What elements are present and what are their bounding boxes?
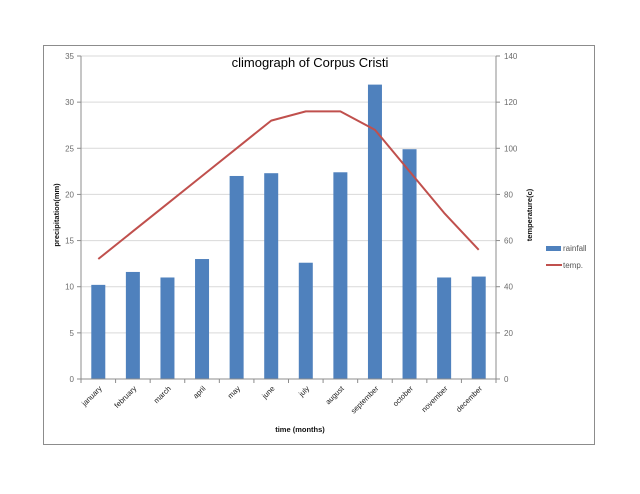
y-tick-label: 30 — [65, 98, 74, 107]
y2-tick-label: 40 — [504, 283, 513, 292]
x-axis-title: time (months) — [275, 425, 325, 434]
rainfall-bar — [91, 284, 106, 379]
rainfall-bar — [160, 277, 175, 379]
rainfall-bar — [437, 277, 452, 379]
legend-rainfall-label: rainfall — [563, 244, 587, 253]
x-category-label: august — [323, 383, 346, 406]
x-category-label: november — [420, 384, 450, 414]
x-category-label: january — [79, 384, 104, 409]
x-category-label: may — [226, 384, 243, 401]
y-axis-title: precipitation(mm) — [52, 183, 61, 247]
y2-tick-label: 140 — [504, 52, 518, 61]
rainfall-bar — [195, 259, 210, 379]
legend: rainfall temp. — [546, 244, 587, 270]
temperature-line — [97, 110, 480, 260]
y2-tick-label: 60 — [504, 237, 513, 246]
rainfall-bar — [471, 276, 486, 379]
y2-tick-label: 80 — [504, 190, 513, 199]
x-category-label: march — [152, 384, 173, 405]
y2-axis-title: temperature(c) — [525, 188, 534, 241]
y-tick-label: 15 — [65, 237, 74, 246]
y-tick-label: 35 — [65, 52, 74, 61]
y2-tick-label: 20 — [504, 329, 513, 338]
y-tick-label: 10 — [65, 283, 74, 292]
rainfall-bar — [264, 173, 279, 379]
y2-tick-label: 0 — [504, 375, 509, 384]
rainfall-bar — [333, 172, 348, 379]
x-category-label: october — [391, 384, 415, 408]
x-category-label: july — [296, 384, 311, 399]
temperature-polyline — [97, 110, 480, 260]
y-tick-label: 0 — [70, 375, 75, 384]
y-tick-label: 5 — [70, 329, 75, 338]
x-category-label: december — [454, 384, 484, 414]
x-category-label: april — [191, 384, 208, 401]
gridlines — [81, 55, 496, 334]
chart-title: climograph of Corpus Cristi — [232, 55, 389, 70]
rainfall-bar — [402, 149, 417, 379]
rainfall-bar — [229, 175, 244, 379]
y-tick-label: 20 — [65, 190, 74, 199]
rainfall-bar — [298, 262, 313, 379]
y2-tick-label: 120 — [504, 98, 518, 107]
rainfall-bar — [125, 271, 140, 379]
x-category-label: september — [349, 384, 381, 416]
y-tick-label: 25 — [65, 144, 74, 153]
legend-rainfall-swatch — [546, 246, 561, 251]
y2-tick-label: 100 — [504, 144, 518, 153]
x-category-label: february — [112, 384, 138, 410]
rainfall-bar — [367, 84, 382, 379]
x-category-label: june — [260, 384, 277, 401]
legend-temp-label: temp. — [563, 261, 583, 270]
rainfall-bars — [91, 84, 486, 379]
